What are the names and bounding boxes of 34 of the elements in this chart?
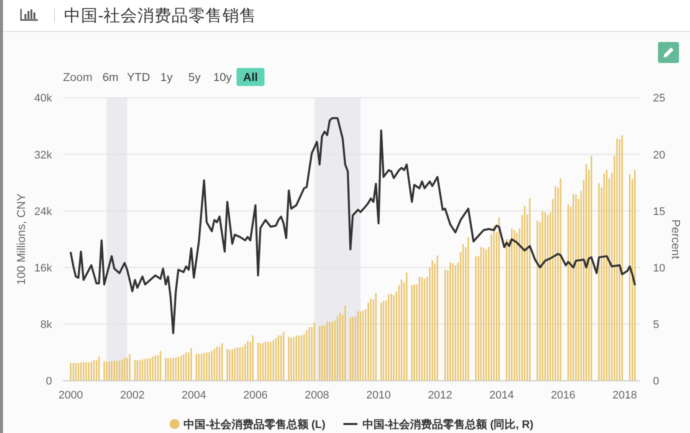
x-tick-label: 2018 xyxy=(612,390,637,402)
y-tick-label: 16k xyxy=(34,262,52,274)
x-tick-label: 2000 xyxy=(58,390,83,402)
button-selected: All xyxy=(236,68,264,86)
x-tick-label: 2002 xyxy=(120,390,145,402)
y2-axis-title: Percent xyxy=(669,219,681,260)
y-tick-label: 32k xyxy=(34,149,52,162)
x-tick-label: 2004 xyxy=(182,390,206,402)
legend-label: 中国-社会消费品零售总额 (L) xyxy=(184,418,326,431)
y2-tick-label: 15 xyxy=(653,206,666,218)
range-option-label: 1y xyxy=(160,72,173,84)
y-tick-label: 0 xyxy=(46,376,52,388)
range-option-label: 6m xyxy=(102,72,118,84)
x-tick-label: 2012 xyxy=(428,390,452,402)
x-tick-label: 2010 xyxy=(366,390,391,402)
chart-title: 中国-社会消费品零售销售 xyxy=(64,6,256,25)
y-tick-label: 8k xyxy=(40,319,52,332)
y-tick-label: 40k xyxy=(34,92,52,105)
x-tick-label: 2014 xyxy=(489,390,514,402)
y-axis-title: 100 Millions, CNY xyxy=(16,193,28,285)
range-selector-label: Zoom xyxy=(63,72,92,84)
y-tick-label: 24k xyxy=(34,206,52,218)
legend-label: 中国-社会消费品零售总额 (同比, R) xyxy=(362,418,534,431)
x-tick-label: 2008 xyxy=(304,390,330,402)
x-tick-label: 2006 xyxy=(243,390,268,402)
y2-tick-label: 10 xyxy=(653,262,666,274)
range-option-label: 10y xyxy=(213,72,232,84)
range-option-label: YTD xyxy=(127,72,150,84)
range-option-label: 5y xyxy=(188,72,201,84)
y2-tick-label: 25 xyxy=(653,92,666,105)
y2-tick-label: 0 xyxy=(653,376,660,388)
y2-tick-label: 20 xyxy=(653,149,666,162)
x-tick-label: 2016 xyxy=(550,390,576,402)
y2-tick-label: 5 xyxy=(653,319,660,332)
